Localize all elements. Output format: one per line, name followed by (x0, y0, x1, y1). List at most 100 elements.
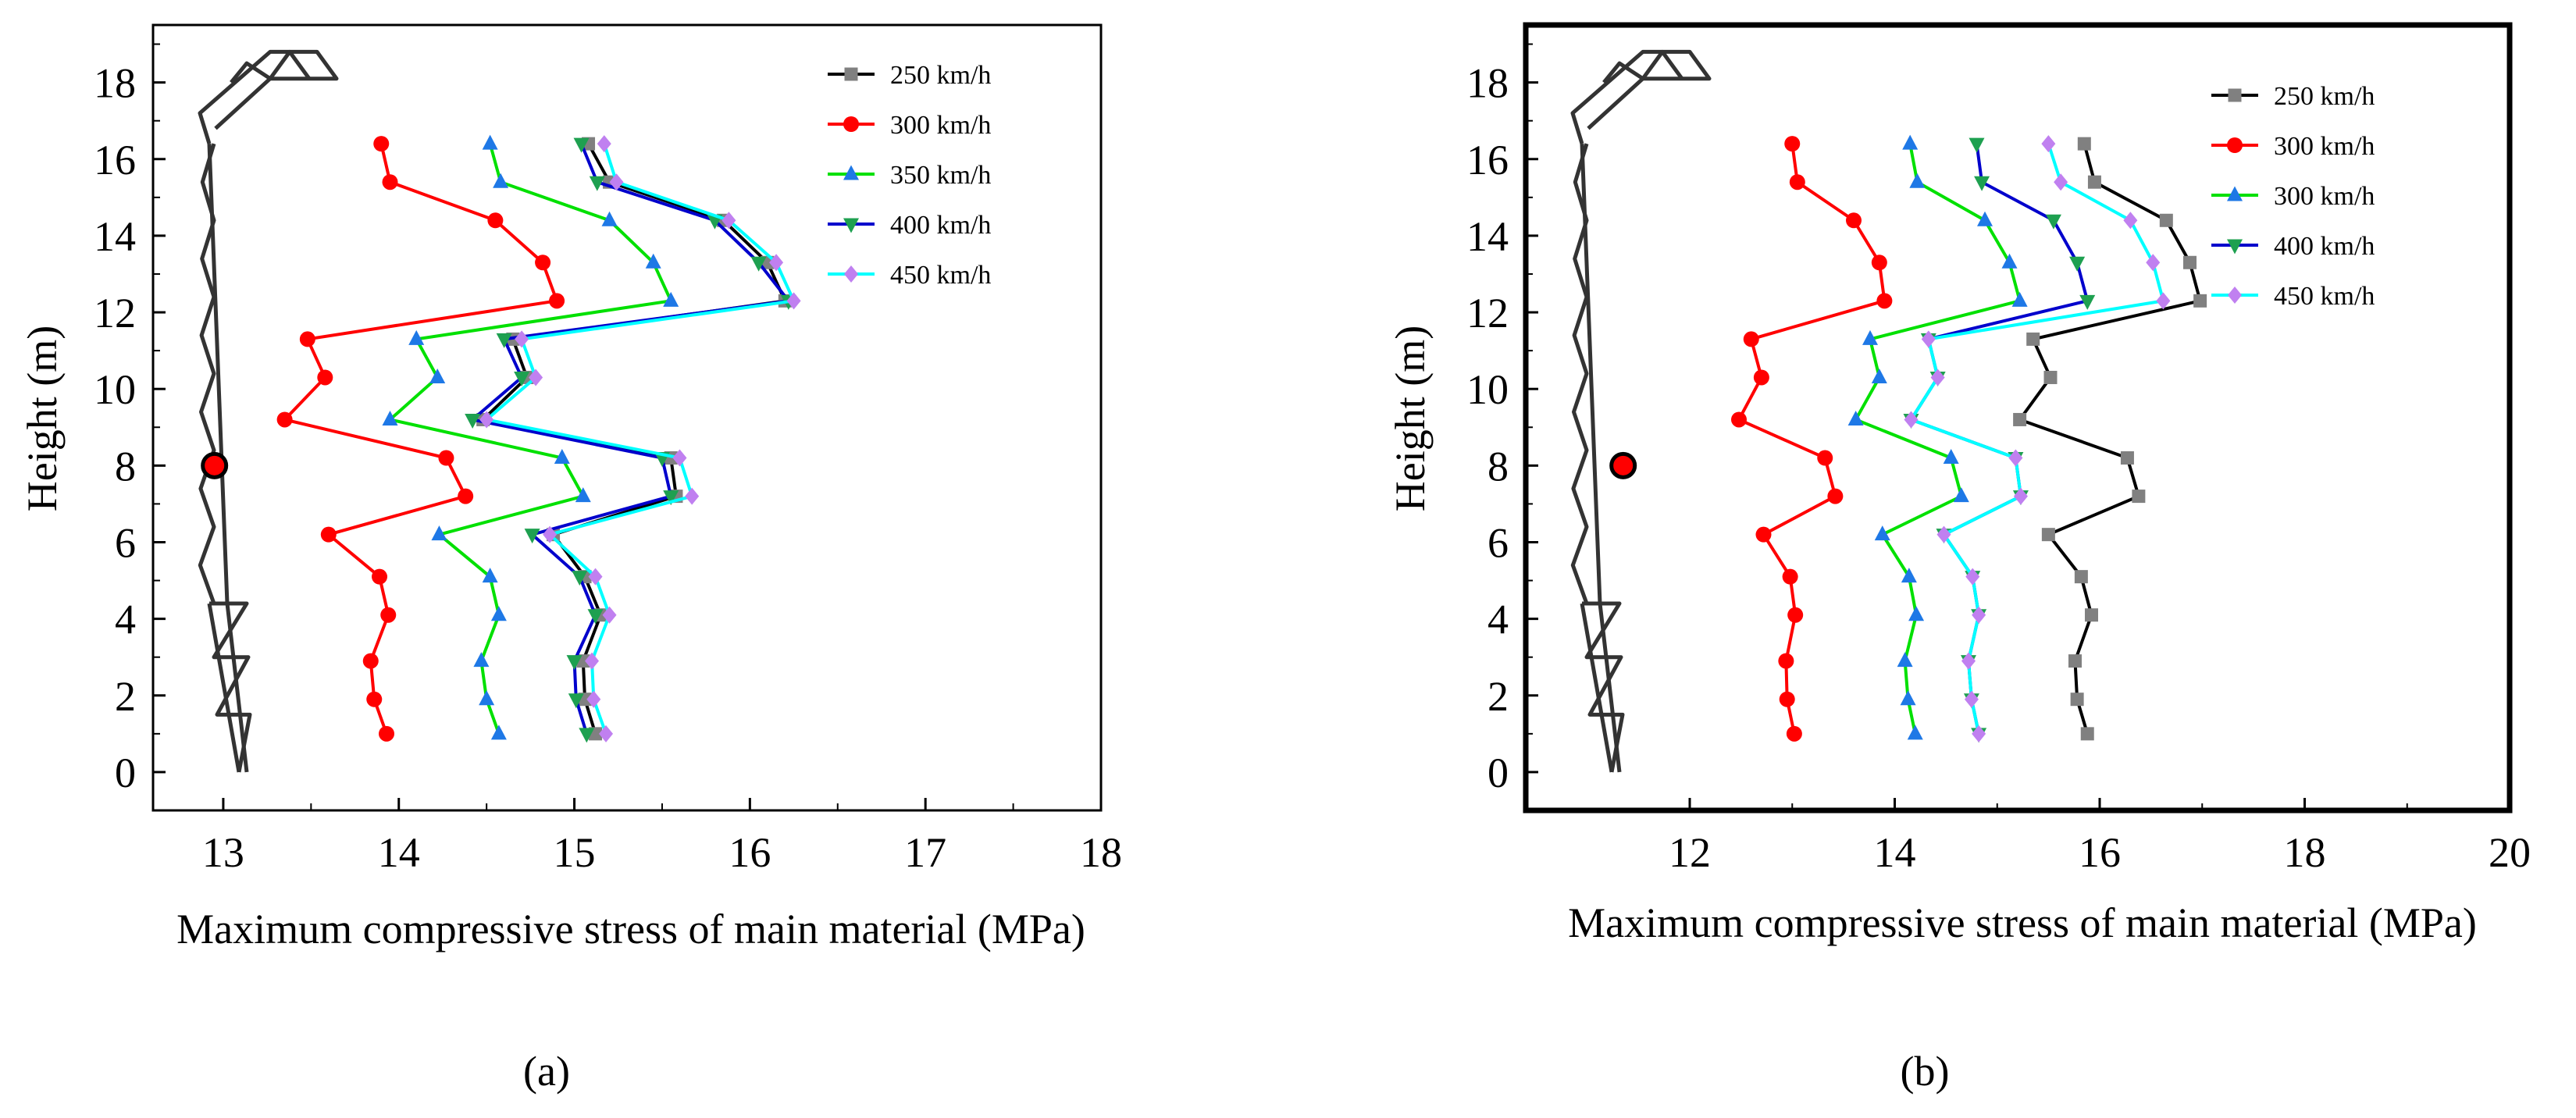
data-point (1904, 411, 1919, 429)
data-point (672, 449, 687, 467)
series-5 (1904, 135, 2171, 742)
data-point (1786, 725, 1802, 742)
legend-marker (844, 265, 858, 283)
legend-marker (2227, 186, 2243, 201)
data-point (1743, 331, 1759, 347)
data-point (1874, 525, 1890, 541)
data-point (1817, 450, 1833, 466)
plot-frame (151, 23, 1103, 812)
chart-panel-2: 12 14 16 18 20 0 2 4 6 8 10 12 14 16 18 Maximum compres… (1387, 22, 2531, 1095)
panel-label: (b) (1901, 1048, 1950, 1095)
data-point (1789, 174, 1805, 190)
data-point (487, 212, 504, 229)
data-point (1965, 568, 1980, 586)
data-point (2054, 173, 2068, 191)
legend-marker (843, 116, 859, 132)
y-tick-label: 14 (94, 213, 136, 260)
data-point (1862, 329, 1878, 345)
series-line (1737, 143, 1887, 735)
data-point (2087, 175, 2101, 189)
legend-label: 250 km/h (2274, 82, 2375, 111)
data-point (2041, 135, 2056, 153)
data-point (429, 368, 446, 383)
series-2 (1731, 136, 1893, 742)
series-3 (382, 134, 679, 740)
data-point (2159, 213, 2173, 227)
series-4 (465, 137, 796, 743)
tower-arm (198, 49, 339, 144)
data-point (602, 606, 617, 624)
x-tick-label: 15 (554, 829, 596, 876)
y-tick-label: 12 (1466, 290, 1509, 336)
data-point (479, 690, 495, 706)
y-tick-label: 8 (1488, 443, 1509, 490)
data-point (1782, 568, 1798, 585)
data-point (479, 411, 494, 429)
data-point (2193, 294, 2207, 308)
x-tick-label: 16 (729, 829, 771, 876)
data-point (1778, 653, 1794, 669)
data-point (2080, 727, 2094, 741)
data-point (1909, 173, 1926, 188)
data-point (1787, 607, 1804, 623)
y-tick-label: 6 (115, 519, 136, 566)
data-point (2013, 412, 2027, 426)
y-tick-label: 6 (1488, 519, 1509, 566)
series-line (479, 143, 788, 735)
data-point (372, 568, 388, 585)
legend-marker (2228, 287, 2242, 304)
series-1 (2013, 137, 2207, 741)
data-point (601, 211, 618, 226)
legend-label: 350 km/h (890, 161, 991, 190)
tower-lattice-lower (209, 601, 252, 773)
data-point (2013, 487, 2028, 505)
data-point (685, 487, 700, 505)
data-point (2011, 291, 2028, 307)
data-point (373, 136, 390, 152)
y-tick-label: 10 (1466, 366, 1509, 413)
data-point (431, 525, 447, 541)
data-point (721, 212, 736, 230)
data-point (2146, 254, 2161, 272)
data-point (2132, 490, 2146, 504)
data-point (1972, 725, 1986, 742)
data-point (1846, 212, 1862, 229)
data-point (1779, 691, 1795, 707)
data-point (320, 526, 337, 543)
data-point (589, 176, 605, 191)
data-point (2074, 570, 2088, 584)
legend-label: 400 km/h (2274, 232, 2375, 261)
x-tick-label: 18 (2284, 829, 2326, 876)
data-point (2079, 294, 2096, 310)
data-point (597, 135, 611, 153)
series-line (1908, 143, 2165, 735)
data-point (2120, 451, 2134, 465)
y-axis-label: Height (m) (19, 326, 66, 511)
x-tick-label: 16 (2079, 829, 2121, 876)
data-point (1936, 525, 1951, 543)
y-tick-label: 16 (94, 137, 136, 183)
data-point (529, 369, 543, 386)
data-point (1977, 211, 1993, 226)
measurement-point-marker (1609, 451, 1637, 479)
data-point (1930, 369, 1945, 386)
data-point (482, 568, 498, 583)
y-tick-label: 14 (1466, 213, 1509, 260)
tower-arm-lattice (230, 49, 312, 84)
data-point (490, 606, 507, 621)
data-point (1871, 368, 1887, 383)
data-point (750, 256, 767, 272)
x-axis-label: Maximum compressive stress of main mater… (1568, 899, 2477, 946)
legend-marker (843, 218, 859, 233)
tower-illustration (198, 49, 339, 773)
data-point (587, 609, 604, 625)
data-point (2041, 528, 2055, 542)
legend-label: 300 km/h (2274, 132, 2375, 161)
series-line (387, 143, 674, 735)
x-tick-label: 13 (202, 829, 244, 876)
legend: 250 km/h 300 km/h 300 km/h 400 km/h 450 km/h (2211, 82, 2375, 311)
data-point (645, 253, 661, 269)
legend-label: 300 km/h (890, 111, 991, 140)
data-point (2043, 370, 2058, 384)
